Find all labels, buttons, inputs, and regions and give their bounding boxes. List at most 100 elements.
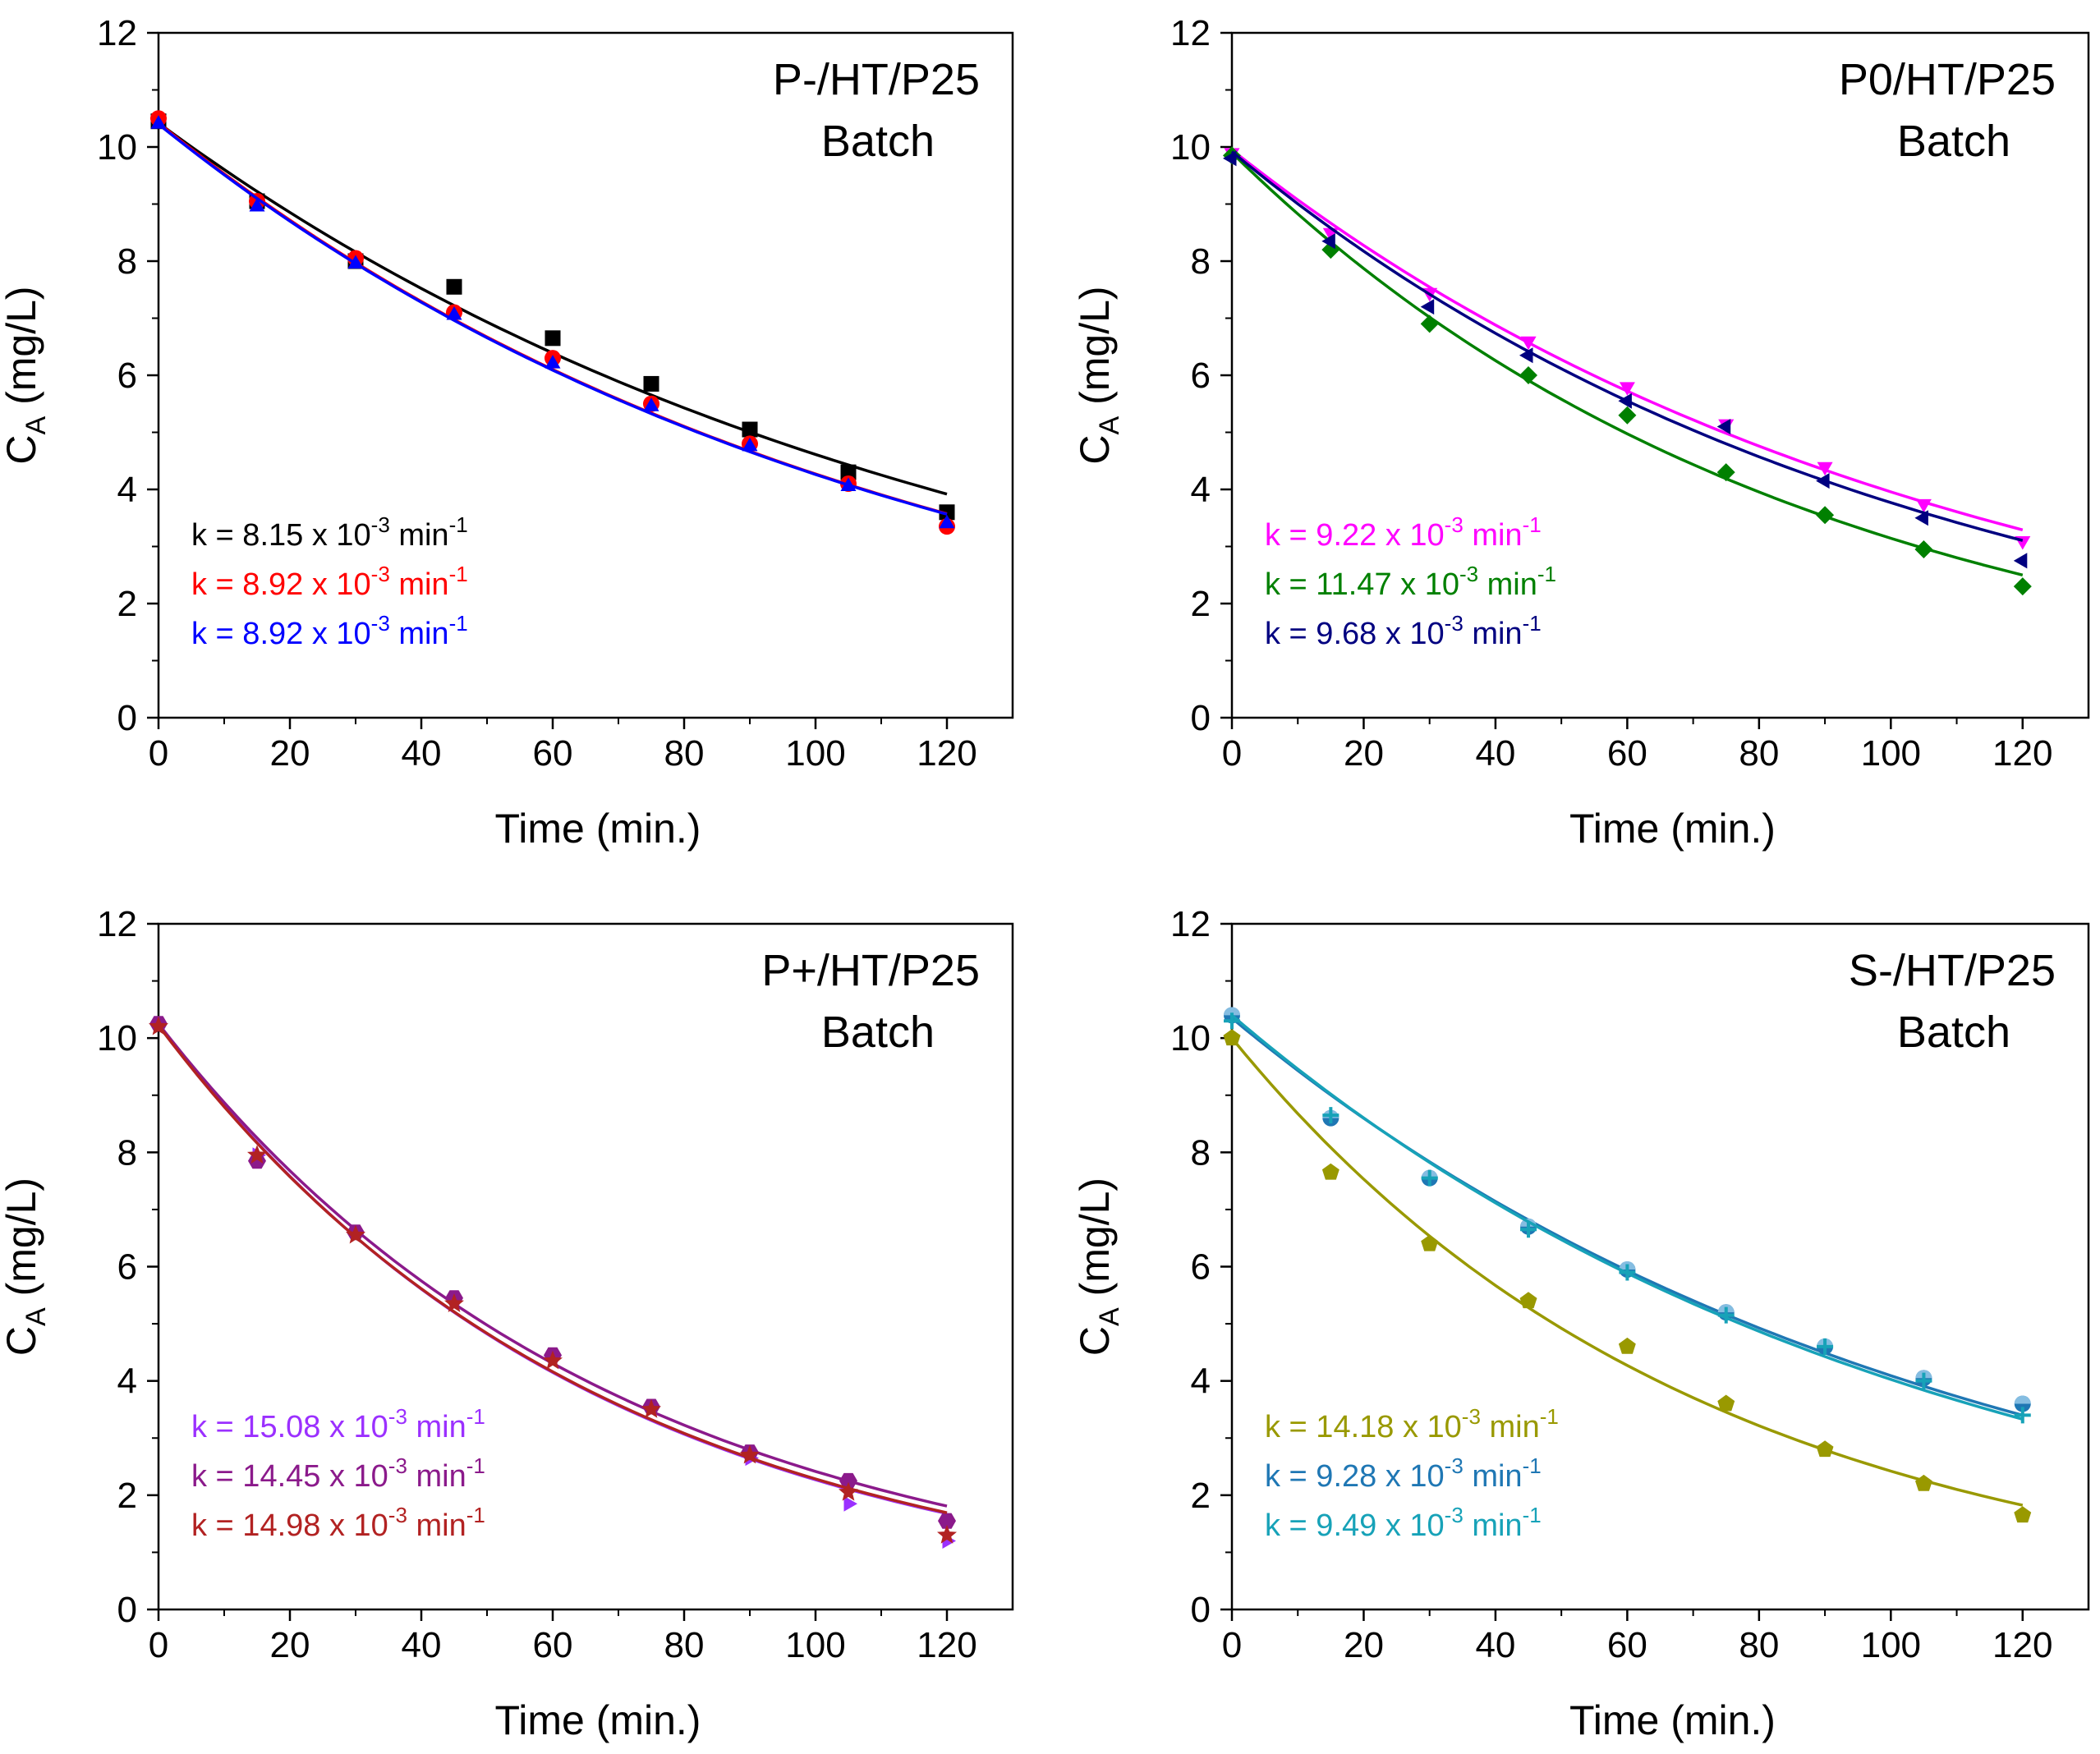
panel-title: P0/HT/P25 — [1839, 55, 2056, 104]
series-1 — [1223, 1029, 2032, 1523]
legend-entry: k = 9.22 x 10-3 min-1 — [1265, 512, 1542, 553]
data-point — [1321, 233, 1335, 250]
x-tick-label: 100 — [1861, 1625, 1921, 1665]
legend-unit-exponent: -1 — [466, 1503, 485, 1527]
fit-curve — [157, 122, 948, 516]
x-tick-label: 40 — [1475, 733, 1515, 774]
x-tick-label: 0 — [149, 1625, 168, 1665]
y-axis-label-sub: A — [1094, 1307, 1125, 1326]
y-tick-label: 4 — [1191, 1361, 1211, 1402]
legend-k-text: k = 9.68 x 10 — [1265, 617, 1445, 651]
data-point — [247, 1145, 267, 1164]
legend-entry: k = 14.18 x 10-3 min-1 — [1265, 1404, 1559, 1444]
data-point — [643, 375, 659, 392]
legend-unit-exponent: -1 — [1537, 562, 1556, 586]
legend-entry: k = 9.68 x 10-3 min-1 — [1265, 611, 1542, 651]
data-point — [1421, 1169, 1438, 1187]
legend-k-text: k = 11.47 x 10 — [1265, 567, 1459, 602]
data-point — [1421, 1234, 1439, 1251]
legend-k-text: k = 8.92 x 10 — [191, 567, 371, 602]
legend-k-unit: min — [1464, 1508, 1523, 1543]
series-1 — [1224, 148, 2031, 550]
legend-k-exponent: -3 — [388, 1453, 407, 1478]
y-tick-label: 12 — [97, 904, 137, 944]
y-axis-label-sub: A — [21, 1307, 52, 1326]
data-point — [1619, 382, 1635, 396]
y-tick-label: 6 — [117, 356, 137, 396]
x-tick-label: 80 — [1739, 733, 1779, 774]
y-tick-label: 10 — [97, 127, 137, 168]
legend-unit-exponent: -1 — [449, 611, 468, 636]
data-point — [545, 330, 561, 347]
fit-curve — [1230, 1013, 2024, 1421]
panel-subtitle: Batch — [1897, 117, 2010, 166]
data-point — [1817, 461, 1833, 476]
data-point — [1618, 393, 1632, 409]
y-axis-label-main: C — [0, 434, 44, 464]
data-point — [2013, 577, 2032, 596]
y-tick-label: 4 — [117, 470, 137, 510]
y-tick-label: 2 — [117, 584, 137, 624]
legend-entry: k = 8.92 x 10-3 min-1 — [191, 562, 468, 602]
y-axis-label-main: C — [0, 1326, 44, 1356]
x-tick-label: 120 — [917, 1625, 976, 1665]
y-tick-label: 8 — [117, 241, 137, 282]
y-tick-label: 6 — [1191, 1247, 1211, 1288]
x-tick-label: 120 — [1992, 733, 2052, 774]
data-point — [1420, 315, 1439, 333]
legend-unit-exponent: -1 — [449, 562, 468, 586]
legend-k-exponent: -3 — [1445, 1503, 1464, 1527]
data-point — [740, 1444, 760, 1464]
legend-entry: k = 9.28 x 10-3 min-1 — [1265, 1453, 1542, 1494]
data-point — [1520, 336, 1537, 351]
x-tick-label: 120 — [917, 733, 976, 774]
data-point — [1717, 1306, 1735, 1324]
data-point — [545, 355, 561, 369]
y-tick-label: 8 — [1191, 241, 1211, 282]
y-axis-label-unit: (mg/L) — [1072, 1178, 1118, 1307]
legend-k-exponent: -3 — [1459, 562, 1478, 586]
data-point — [1321, 1163, 1339, 1180]
y-tick-label: 0 — [117, 1590, 137, 1630]
x-axis-label: Time (min.) — [495, 1697, 701, 1743]
series-3 — [150, 115, 955, 529]
panel-title: P-/HT/P25 — [773, 55, 980, 104]
fit-curve — [1230, 150, 2024, 542]
legend-k-unit: min — [1481, 1410, 1540, 1444]
data-point — [1224, 1012, 1240, 1030]
panel-subtitle: Batch — [1897, 1008, 2010, 1057]
legend-k-unit: min — [390, 518, 449, 553]
legend-k-unit: min — [1478, 567, 1537, 602]
data-point — [444, 1293, 464, 1312]
y-axis-label: CA (mg/L) — [0, 1178, 52, 1356]
legend-k-text: k = 9.28 x 10 — [1265, 1459, 1445, 1494]
legend-k-unit: min — [390, 567, 449, 602]
series-2 — [150, 110, 955, 535]
y-tick-label: 10 — [1170, 1018, 1211, 1058]
fit-curve — [1230, 1037, 2024, 1507]
data-point — [1716, 463, 1735, 482]
fit-curve — [1230, 151, 2024, 576]
data-point — [1816, 1440, 1834, 1458]
panel-subtitle: Batch — [821, 117, 935, 166]
y-axis-label-sub: A — [21, 416, 52, 434]
y-axis-label: CA (mg/L) — [1072, 1178, 1125, 1356]
y-tick-label: 4 — [117, 1361, 137, 1402]
data-point — [1519, 347, 1533, 364]
y-tick-label: 2 — [1191, 1476, 1211, 1516]
legend-entry: k = 8.92 x 10-3 min-1 — [191, 611, 468, 651]
data-point — [2014, 1506, 2032, 1523]
chart-panel-4: 0 20 40 60 80 100 120 0 2 4 6 8 10 12 Time (min.) CA (m… — [1072, 904, 2090, 1743]
data-point-highlight — [1224, 1007, 1240, 1016]
y-tick-label: 12 — [97, 13, 137, 53]
data-point — [1817, 1338, 1834, 1355]
legend-entry: k = 15.08 x 10-3 min-1 — [191, 1404, 485, 1444]
data-point — [840, 477, 857, 491]
x-tick-label: 60 — [1607, 733, 1647, 774]
legend-k-exponent: -3 — [371, 562, 390, 586]
legend-k-unit: min — [1464, 617, 1523, 651]
legend-k-unit: min — [407, 1459, 466, 1494]
series-3 — [149, 1016, 957, 1544]
x-tick-label: 60 — [533, 1625, 573, 1665]
legend-unit-exponent: -1 — [1523, 1503, 1542, 1527]
